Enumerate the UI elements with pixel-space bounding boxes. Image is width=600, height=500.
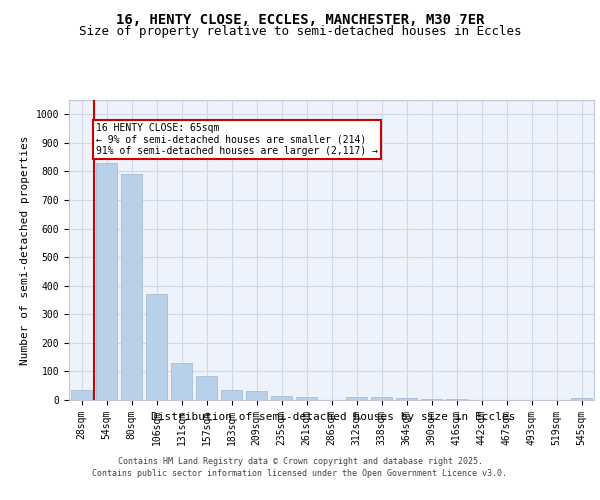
Text: Contains public sector information licensed under the Open Government Licence v3: Contains public sector information licen… [92, 469, 508, 478]
Bar [121, 174, 142, 400]
Bar [271, 396, 292, 400]
Text: Size of property relative to semi-detached houses in Eccles: Size of property relative to semi-detach… [79, 25, 521, 38]
Bar [71, 390, 92, 400]
Bar [196, 376, 217, 400]
Text: Contains HM Land Registry data © Crown copyright and database right 2025.: Contains HM Land Registry data © Crown c… [118, 458, 482, 466]
Text: Distribution of semi-detached houses by size in Eccles: Distribution of semi-detached houses by … [151, 412, 515, 422]
Bar [371, 396, 392, 400]
Bar [96, 163, 117, 400]
Bar [246, 392, 267, 400]
Bar [296, 396, 317, 400]
Text: 16 HENTY CLOSE: 65sqm
← 9% of semi-detached houses are smaller (214)
91% of semi: 16 HENTY CLOSE: 65sqm ← 9% of semi-detac… [96, 123, 378, 156]
Y-axis label: Number of semi-detached properties: Number of semi-detached properties [20, 135, 30, 365]
Bar [146, 294, 167, 400]
Bar [221, 390, 242, 400]
Bar [446, 398, 467, 400]
Bar [171, 363, 192, 400]
Bar [421, 398, 442, 400]
Bar [346, 396, 367, 400]
Text: 16, HENTY CLOSE, ECCLES, MANCHESTER, M30 7ER: 16, HENTY CLOSE, ECCLES, MANCHESTER, M30… [116, 12, 484, 26]
Bar [396, 398, 417, 400]
Bar [571, 398, 592, 400]
